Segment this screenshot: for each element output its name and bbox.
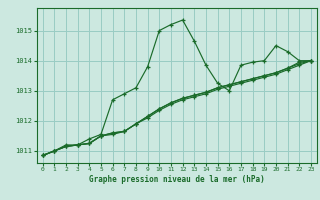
X-axis label: Graphe pression niveau de la mer (hPa): Graphe pression niveau de la mer (hPa) xyxy=(89,175,265,184)
